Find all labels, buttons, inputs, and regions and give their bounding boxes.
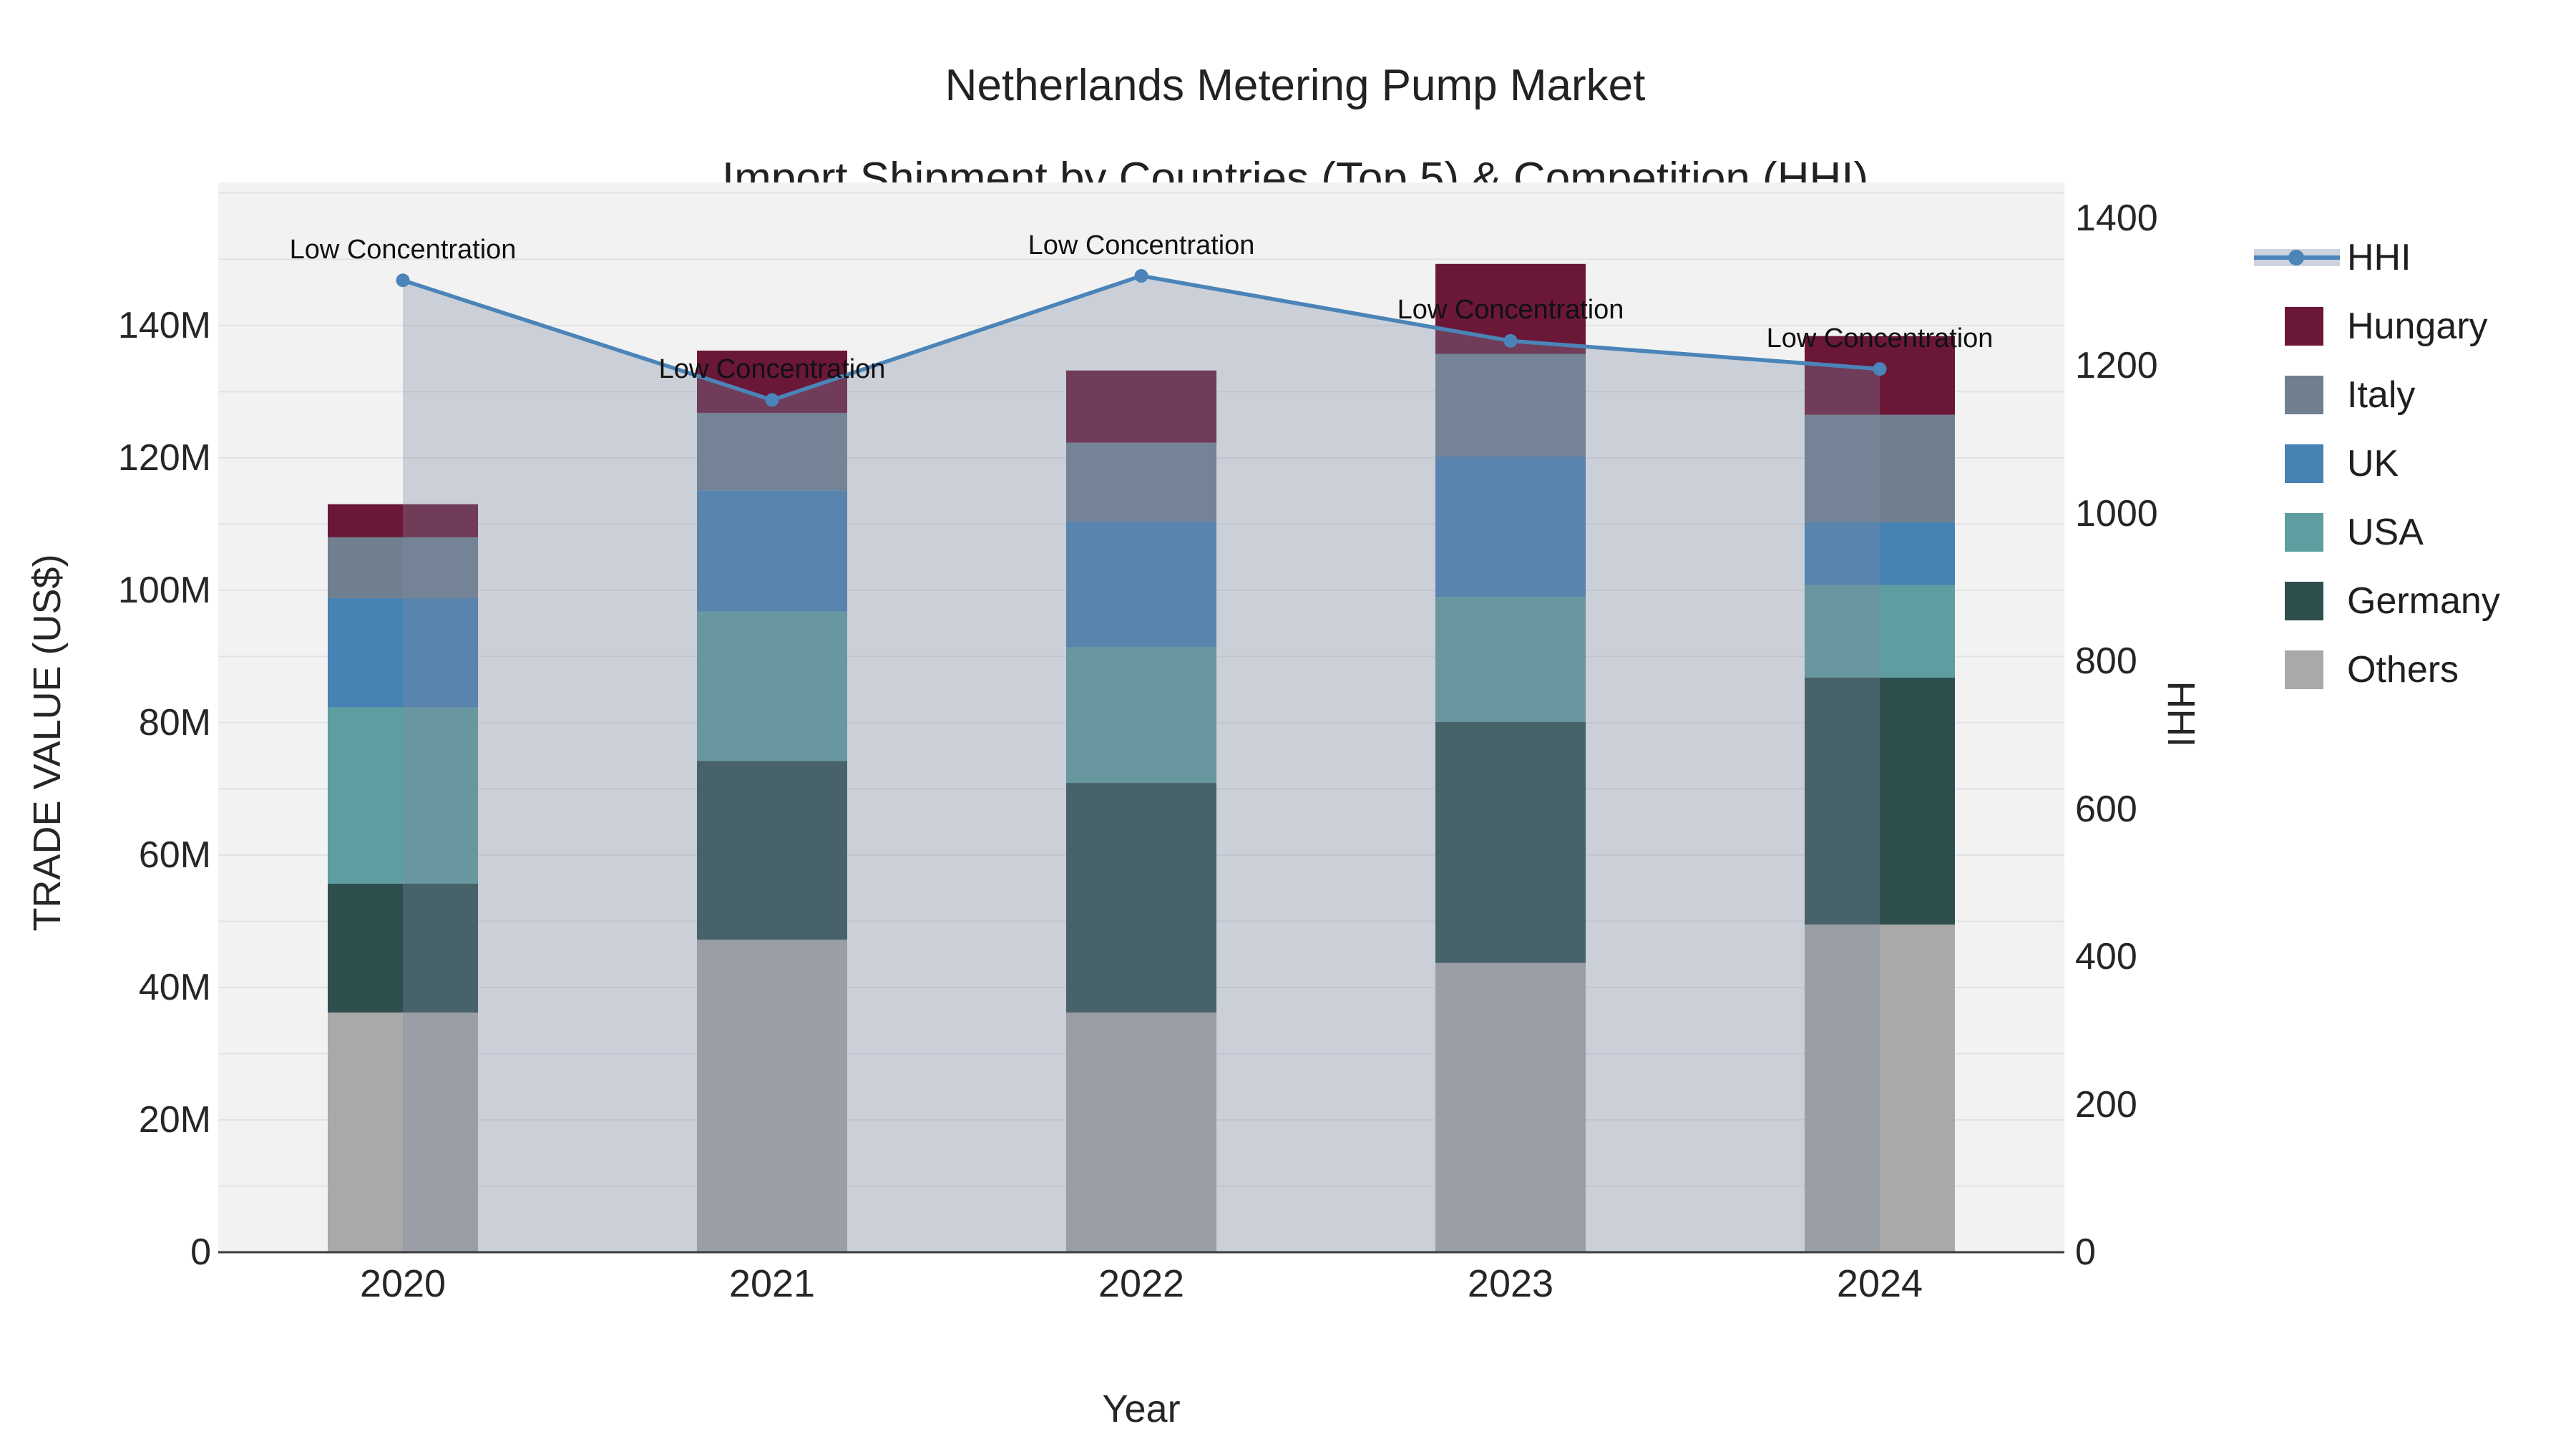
- bar-segment-germany-2023[interactable]: [1435, 721, 1586, 963]
- legend-swatch-uk: [2285, 444, 2323, 483]
- y-axis-right-title: HHI: [2160, 680, 2202, 748]
- legend-label-others: Others: [2347, 649, 2459, 691]
- x-tick-label-2023: 2023: [1467, 1262, 1554, 1305]
- annotation-2021: Low Concentration: [658, 353, 886, 384]
- bar-segment-italy-2022[interactable]: [1066, 442, 1216, 522]
- chart-title-line1: Netherlands Metering Pump Market: [945, 61, 1646, 110]
- legend-label-hhi: HHI: [2347, 237, 2411, 278]
- legend-item-hungary[interactable]: Hungary: [2254, 305, 2555, 348]
- hhi-marker-2021[interactable]: [765, 393, 779, 407]
- bar-segment-germany-2021[interactable]: [697, 761, 847, 940]
- annotation-2023: Low Concentration: [1397, 295, 1624, 326]
- legend-label-uk: UK: [2347, 443, 2399, 484]
- y-left-tick-label: 140M: [117, 304, 211, 346]
- bar-segment-germany-2024[interactable]: [1805, 677, 1955, 925]
- legend-swatch-hungary: [2285, 307, 2323, 346]
- bar-segment-uk-2022[interactable]: [1066, 521, 1216, 648]
- bar-segment-usa-2023[interactable]: [1435, 597, 1586, 722]
- bar-segment-italy-2021[interactable]: [697, 412, 847, 491]
- legend-swatch-others: [2285, 650, 2323, 689]
- bar-segment-hungary-2022[interactable]: [1066, 370, 1216, 443]
- y-left-tick-label: 0: [190, 1231, 211, 1273]
- legend-label-germany: Germany: [2347, 580, 2500, 622]
- bar-segment-uk-2020[interactable]: [328, 597, 478, 708]
- annotation-2020: Low Concentration: [289, 234, 517, 265]
- legend-item-others[interactable]: Others: [2254, 648, 2555, 691]
- y-left-tick-label: 100M: [117, 569, 211, 611]
- y-right-tick-label: 1200: [2075, 345, 2158, 387]
- y-left-tick-label: 20M: [138, 1098, 211, 1141]
- bar-segment-germany-2022[interactable]: [1066, 783, 1216, 1013]
- y-left-tick-label: 80M: [138, 701, 211, 743]
- legend-label-hungary: Hungary: [2347, 306, 2488, 347]
- legend-swatch-italy: [2285, 376, 2323, 414]
- bar-segment-uk-2024[interactable]: [1805, 522, 1955, 585]
- bar-segment-others-2024[interactable]: [1805, 924, 1955, 1252]
- y-right-tick-label: 800: [2075, 640, 2137, 683]
- y-left-tick-label: 40M: [138, 966, 211, 1008]
- bar-segment-others-2021[interactable]: [697, 940, 847, 1252]
- x-tick-label-2022: 2022: [1098, 1262, 1185, 1305]
- bar-segment-others-2023[interactable]: [1435, 962, 1586, 1252]
- bar-segment-usa-2020[interactable]: [328, 707, 478, 884]
- x-tick-label-2021: 2021: [728, 1262, 816, 1305]
- bar-segment-uk-2023[interactable]: [1435, 457, 1586, 597]
- hhi-line-legend-icon: [2254, 249, 2340, 266]
- hhi-area-fill: [403, 275, 1880, 1252]
- legend-label-usa: USA: [2347, 512, 2424, 553]
- y-right-tick-label: 1400: [2075, 197, 2158, 240]
- y-right-tick-label: 1000: [2075, 492, 2158, 535]
- legend-label-italy: Italy: [2347, 374, 2416, 416]
- bar-segment-germany-2020[interactable]: [328, 883, 478, 1013]
- x-tick-label-2020: 2020: [359, 1262, 447, 1305]
- annotation-2024: Low Concentration: [1766, 323, 1994, 353]
- y-right-tick-label: 200: [2075, 1083, 2137, 1126]
- bar-segment-italy-2024[interactable]: [1805, 414, 1955, 522]
- legend-item-hhi[interactable]: HHI: [2254, 236, 2555, 279]
- hhi-marker-2020[interactable]: [396, 273, 410, 288]
- y-right-tick-label: 600: [2075, 788, 2137, 830]
- y-axis-left-title: TRADE VALUE (US$): [26, 554, 69, 932]
- x-tick-label-2024: 2024: [1836, 1262, 1923, 1305]
- bar-segment-italy-2023[interactable]: [1435, 353, 1586, 457]
- bar-segment-others-2020[interactable]: [328, 1013, 478, 1252]
- legend-item-uk[interactable]: UK: [2254, 442, 2555, 485]
- bar-segment-others-2022[interactable]: [1066, 1013, 1216, 1252]
- hhi-marker-2022[interactable]: [1134, 269, 1148, 283]
- legend-swatch-usa: [2285, 513, 2323, 552]
- legend-item-italy[interactable]: Italy: [2254, 374, 2555, 416]
- y-left-tick-label: 60M: [138, 834, 211, 876]
- hhi-marker-2023[interactable]: [1503, 333, 1518, 348]
- y-left-tick-label: 120M: [117, 436, 211, 479]
- bar-segment-hungary-2020[interactable]: [328, 504, 478, 537]
- annotation-2022: Low Concentration: [1028, 230, 1255, 260]
- bar-segment-usa-2021[interactable]: [697, 611, 847, 761]
- bar-segment-usa-2024[interactable]: [1805, 585, 1955, 678]
- bar-segment-uk-2021[interactable]: [697, 490, 847, 612]
- bar-segment-italy-2020[interactable]: [328, 537, 478, 598]
- bar-segment-usa-2022[interactable]: [1066, 647, 1216, 784]
- x-axis-title: Year: [1102, 1387, 1181, 1430]
- hhi-marker-2024[interactable]: [1873, 362, 1887, 376]
- legend-swatch-germany: [2285, 582, 2323, 620]
- legend-item-usa[interactable]: USA: [2254, 511, 2555, 554]
- y-right-tick-label: 0: [2075, 1231, 2096, 1273]
- legend-item-germany[interactable]: Germany: [2254, 580, 2555, 623]
- y-right-tick-label: 400: [2075, 936, 2137, 978]
